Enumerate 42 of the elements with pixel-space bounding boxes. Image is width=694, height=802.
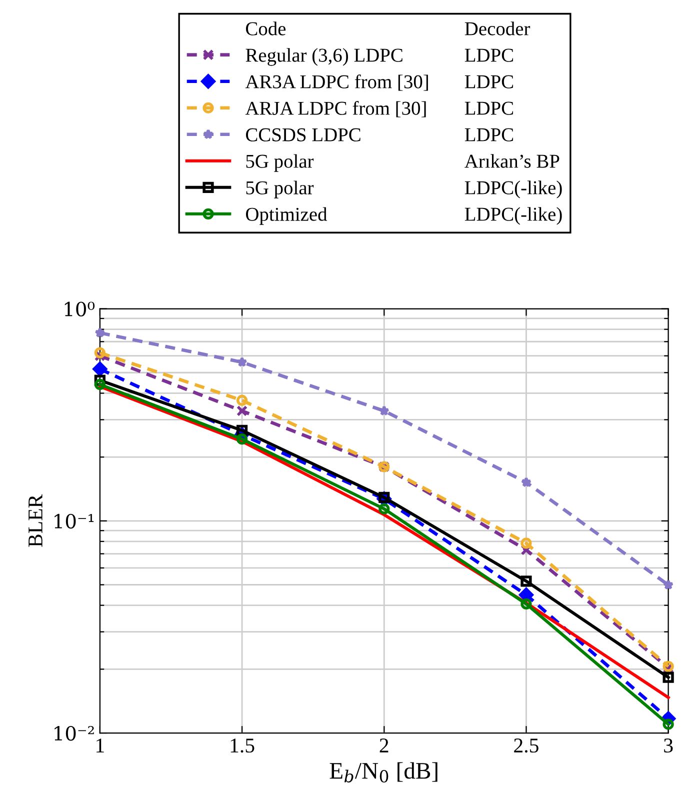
point	[662, 672, 674, 683]
legend-label: ARJA LDPC from [30]	[245, 100, 426, 118]
x-tick-label: 3	[664, 738, 673, 753]
point	[378, 405, 390, 416]
point	[520, 576, 532, 587]
legend-label: 5G polar	[246, 154, 314, 172]
point	[520, 476, 532, 488]
point	[94, 347, 106, 358]
x-tick-label: 1	[96, 738, 104, 752]
text: LDPC	[464, 48, 514, 62]
text: LDPC	[464, 75, 514, 88]
legend-label: CCSDS LDPC	[246, 128, 360, 142]
point	[236, 434, 248, 445]
text: LDPC(-like)	[464, 180, 562, 198]
point	[236, 356, 248, 367]
legend-label: Optimized	[246, 207, 328, 225]
point	[94, 378, 106, 390]
y-tick-label: 10⁻¹	[54, 514, 94, 529]
x-tick-label: 2	[380, 738, 388, 752]
point	[520, 538, 532, 549]
legend-label: 5G polar	[246, 180, 314, 198]
point	[236, 405, 248, 416]
text: LDPC(-like)	[464, 207, 562, 225]
y-tick-label: 10⁻²	[54, 726, 94, 741]
point	[92, 362, 108, 376]
text: Decoder	[464, 22, 530, 36]
legend-title: Code	[246, 22, 286, 36]
x-axis-title: E$_{b}$/N$_{0}$ [dB]	[330, 762, 438, 782]
x-tick-label: 1.5	[230, 738, 254, 753]
x-tick-label: 2.5	[514, 738, 538, 753]
point	[378, 503, 390, 514]
text: LDPC	[464, 102, 514, 115]
y-tick-label: 10⁰	[64, 302, 95, 316]
point	[662, 579, 674, 590]
y-axis-title: BLER	[28, 494, 42, 547]
point	[236, 394, 248, 406]
point	[94, 327, 106, 338]
point	[520, 598, 532, 610]
legend-label: Regular (3,6) LDPC	[246, 48, 402, 66]
legend-label: AR3A LDPC from [30]	[245, 74, 428, 91]
text: Arıkan’s BP	[464, 154, 560, 168]
text: LDPC	[464, 128, 514, 142]
